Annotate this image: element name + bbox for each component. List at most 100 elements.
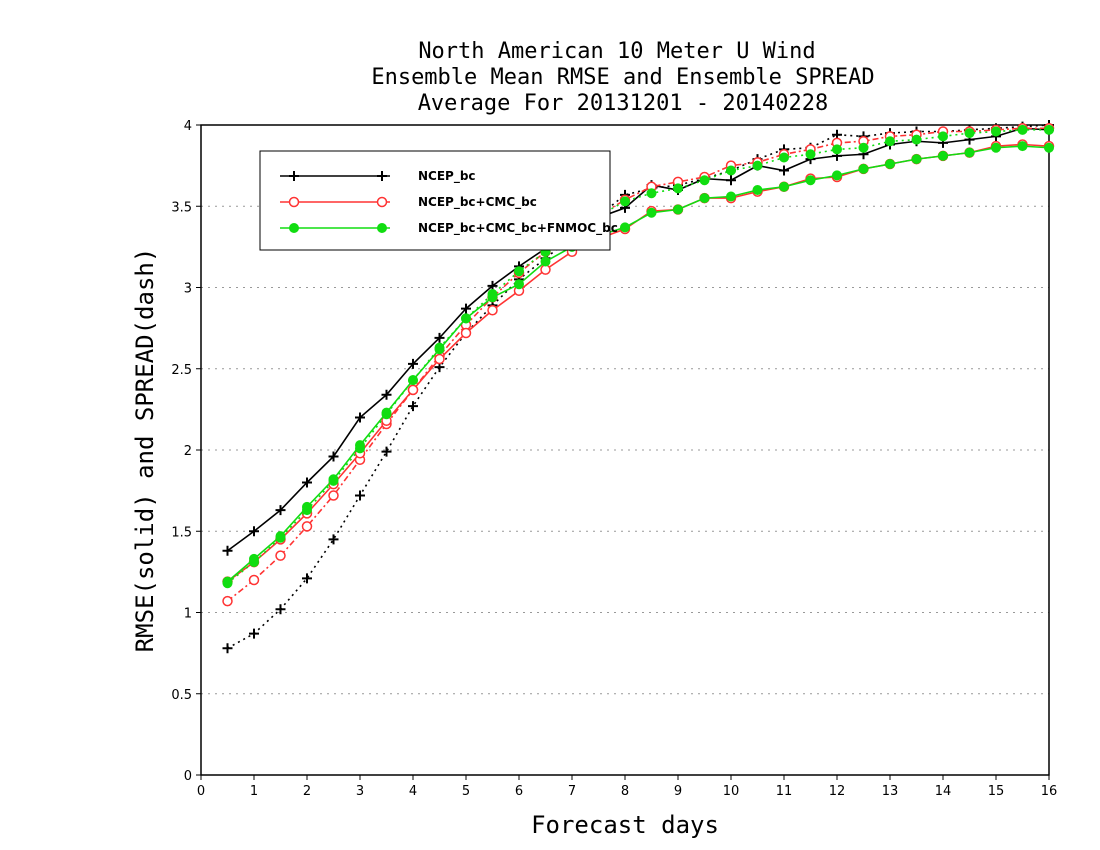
spread-line-ncep-bc [227,124,1050,649]
x-tick-label: 0 [197,784,205,799]
spread-point [646,188,657,199]
rmse-point [328,474,339,485]
rmse-point [328,451,339,462]
x-tick-label: 2 [303,784,311,799]
rmse-point [487,292,498,303]
x-tick-label: 4 [409,784,417,799]
rmse-point [1017,141,1028,152]
spread-point [248,574,260,586]
spread-point [355,490,365,501]
spread-point [779,152,789,163]
rmse-point [540,256,551,267]
y-tick-label: 2.5 [171,363,192,378]
y-tick-label: 3.5 [171,200,192,215]
spread-point [381,446,392,457]
x-axis: 0 1 2 3 4 5 6 7 8 9 10 11 12 13 14 15 16 [197,775,1057,799]
spread-point [673,183,683,194]
y-tick-label: 2 [184,444,192,459]
y-tick-label: 1 [184,607,192,622]
rmse-point [434,332,445,343]
rmse-point [249,553,259,564]
legend-box [259,150,611,251]
legend-label: NCEP_bc [418,169,476,184]
rmse-point [805,175,816,186]
legend-marker-end [377,223,387,233]
spread-point [1017,124,1028,135]
spread-point [222,595,233,607]
x-tick-label: 13 [882,784,899,799]
y-tick-label: 0.5 [171,688,192,703]
spread-point [858,142,869,153]
rmse-point [275,531,286,542]
x-tick-label: 3 [356,784,364,799]
spread-point [275,604,286,615]
rmse-point [249,526,259,537]
y-axis-title: RMSE(solid) and SPREAD(dash) [131,248,159,653]
x-tick-label: 8 [621,784,629,799]
rmse-point [885,159,895,169]
x-tick-label: 15 [988,784,1005,799]
rmse-point [938,150,948,161]
legend: NCEP_bc NCEP_bc+CMC_bc NCEP_bc+CMC_bc+FNMO… [259,150,618,251]
spread-point [620,196,630,207]
rmse-point [461,303,471,314]
rmse-point [355,440,365,451]
legend-marker-start [289,223,299,233]
spread-point [328,490,339,501]
legend-label: NCEP_bc+CMC_bc [418,195,537,210]
spread-point [1044,124,1054,135]
spread-point [699,175,710,186]
y-tick-label: 3 [184,282,192,297]
spread-point [249,628,259,639]
rmse-point [408,375,418,386]
x-axis-title: Forecast days [531,811,719,839]
spread-point [752,160,763,171]
legend-marker-end [376,196,388,208]
y-tick-label: 1.5 [171,525,192,540]
x-tick-label: 11 [776,784,793,799]
rmse-point [355,412,365,423]
rmse-point [673,204,683,215]
x-tick-label: 1 [250,784,258,799]
spread-point [726,165,736,176]
x-tick-label: 10 [723,784,740,799]
rmse-point [434,344,445,355]
spread-point [938,131,948,142]
chart-title: North American 10 Meter U Wind Ensemble … [371,39,874,116]
rmse-point [461,313,471,324]
spread-point [222,643,233,654]
series-layer [222,120,1055,654]
spread-point [964,128,975,139]
rmse-point [514,279,524,290]
rmse-point [752,185,763,195]
rmse-point [699,193,710,204]
legend-item-ncep-bc-cmc-bc-fnmoc-bc: NCEP_bc+CMC_bc+FNMOC_bc [280,221,618,236]
legend-marker-start [288,196,300,208]
spread-point [408,401,418,412]
rmse-point [487,305,498,316]
legend-marker-start [289,171,299,181]
rmse-point [911,154,922,165]
rmse-point [726,175,736,186]
rmse-point [222,545,233,556]
rmse-point [381,407,392,418]
spread-point [832,144,842,155]
y-axis: 0 0.5 1 1.5 2 2.5 3 3.5 4 [171,119,201,784]
rmse-point [726,191,736,202]
rmse-point [434,353,445,365]
y-tick-label: 0 [184,769,192,784]
spread-point [275,550,286,561]
rmse-point [779,181,789,192]
x-tick-label: 9 [674,784,682,799]
spread-point [885,136,895,147]
title-line-1: North American 10 Meter U Wind [418,39,815,64]
rmse-point [381,389,392,400]
rmse-point [275,505,286,516]
spread-point [301,521,313,532]
rmse-point [302,477,312,488]
x-tick-label: 14 [935,784,952,799]
rmse-point [222,576,233,587]
x-tick-label: 6 [515,784,523,799]
rmse-point [991,142,1001,153]
